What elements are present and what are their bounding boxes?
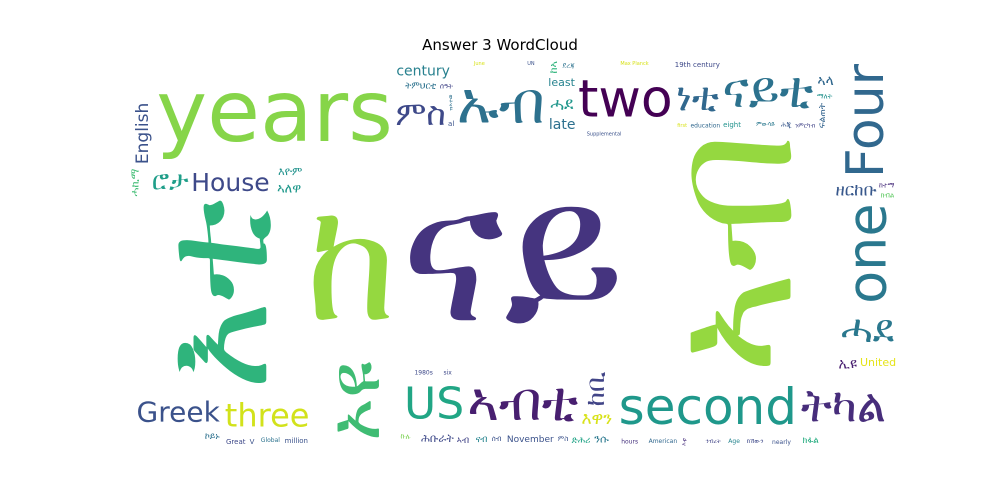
word-four: Four [836,63,896,178]
word-years: years [156,62,393,162]
word-27: እዋን [581,409,612,429]
wordcloud-panel: ናይ ኣብ ከ years እቲ ኦዩ ኡብ ኣብቲ two second ናይቲ three Hous… [125,60,900,447]
word-43: ንሱ [594,432,609,445]
word-american: American [649,438,678,445]
word-84: ንብረት [706,438,721,445]
word-67: ክኸውን [747,438,764,445]
word-education: education [690,123,720,130]
word-al: al [448,120,454,128]
word-39: ኣብ [457,436,469,446]
word-max-planck: Max Planck [620,61,648,67]
word-94: ደረጃ [562,61,575,69]
word-26: ዘርከቡ [836,180,877,200]
word-35: ፍልጠት [818,103,828,128]
word-century: century [396,63,450,79]
word-november: November [507,435,554,445]
word-supplemental: Supplemental [587,131,622,137]
word-nearly: nearly [772,439,791,446]
word-46: ኮይኑ [205,432,221,442]
word-50: ሰብ [492,435,502,443]
word-age: Age [728,438,740,445]
word-v: V [250,438,255,446]
word-69: ማለት [817,93,833,101]
word-10: ናይቲ [722,61,813,119]
word-41: ትምህርቲ [405,81,436,91]
word-us: US [404,379,464,430]
word-1980s: 1980s [414,370,432,377]
word-great: Great [226,438,246,446]
word-late: late [549,117,576,133]
word-70: እቲ [681,438,688,446]
word-40: ሓኪማ [129,168,142,196]
word-one: one [836,203,899,303]
wordcloud-svg: ናይ ኣብከyearsእቲኦዩኡብኣብቲtwosecondናይቲthreeHous… [126,61,899,446]
word-62: ከተማ [879,182,895,190]
word-13: ትካል [801,378,886,432]
word-house: House [191,168,269,197]
word-19: ነቲ [676,75,719,121]
word-37: ሓደ [550,94,574,114]
word-85: ንምርካብ [795,123,815,130]
word-65: ምውሳድ [756,121,776,128]
word-18: ምስ [396,94,446,133]
word-eight: eight [723,121,741,129]
word-million: million [285,437,308,445]
word-7: ኣብቲ [467,370,578,433]
word-48: ሕጂ [781,121,793,129]
word-june: June [473,61,485,67]
word-64: ሰዓት [440,83,453,91]
word-49: ኩሉ [400,432,410,440]
word-63: ምስ [558,435,569,443]
word-six: six [443,370,452,377]
word-51: ክፋል [803,436,820,446]
word-45: ኢዩ [838,356,857,372]
word-47: ናብ [476,435,488,445]
word-42: ድሕሪ [572,436,591,446]
word-36: ዝኣተወ [448,94,455,111]
word-least: least [548,76,575,89]
word-first: first [677,123,687,129]
word-33: ሕቡራት [421,432,454,445]
word-21: ከቢ [581,371,611,406]
word-2: ኣብ [628,132,833,375]
word-two: two [578,69,673,129]
word-44: ክብል [881,192,895,200]
word-three: three [225,397,310,435]
word-united: United [860,356,896,369]
word-4: እቲ [126,199,302,390]
word-20: ሓደ [841,307,894,352]
word-23: ሮታ [152,167,189,197]
word-0: ናይ [400,140,624,368]
word-19th-century: 19th century [675,61,720,69]
word-38: ከኣ [547,61,560,74]
word-second: second [619,378,797,436]
word-un: UN [527,61,535,67]
word-1: ከ [305,165,397,359]
word-6: ኡብ [457,69,545,137]
word-34: ኣላ [817,73,833,89]
chart-title: Answer 3 WordCloud [422,36,578,54]
word-30: እዮም [278,165,302,178]
word-global: Global [261,437,280,444]
word-greek: Greek [137,395,221,428]
word-5: ኦዩ [312,361,397,440]
word-hours: hours [621,438,638,445]
word-31: ኣለዋ [277,182,301,197]
word-english: English [133,103,153,164]
